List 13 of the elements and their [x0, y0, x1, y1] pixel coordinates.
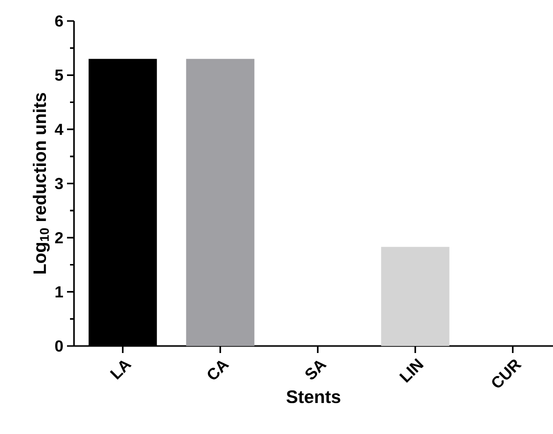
y-tick-label: 4 [54, 124, 64, 135]
y-tick-label: 2 [55, 232, 63, 244]
y-tick-label: 5 [55, 70, 64, 81]
x-tick-label: SA [305, 360, 327, 380]
x-tick-label: LIN [399, 358, 424, 383]
y-tick-label: 3 [54, 178, 63, 190]
x-tick-label: CA [208, 360, 230, 380]
y-tick-label: 6 [55, 15, 63, 27]
y-tick-label: 0 [55, 340, 63, 352]
x-tick-label: LA [110, 360, 132, 380]
y-tick-label: 1 [56, 286, 64, 298]
x-axis-title: Stents [286, 390, 340, 404]
y-axis-title: Log$_{10}$ reduction units [32, 92, 50, 274]
